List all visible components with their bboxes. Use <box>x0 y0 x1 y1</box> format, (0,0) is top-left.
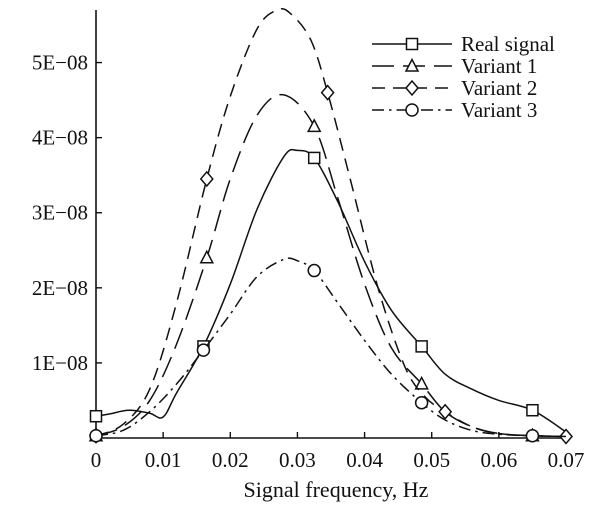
x-tick-label: 0.05 <box>413 448 450 472</box>
legend-marker-real-signal <box>405 37 419 51</box>
legend-label-variant-3: Variant 3 <box>461 98 537 122</box>
legend-label-variant-2: Variant 2 <box>461 76 537 100</box>
x-tick-label: 0.07 <box>548 448 585 472</box>
data-point-variant-2 <box>320 84 335 101</box>
data-point-variant-1 <box>414 375 429 390</box>
data-point-variant-2 <box>199 170 214 188</box>
x-tick-label: 0.03 <box>279 448 316 472</box>
legend-label-variant-1: Variant 1 <box>461 54 537 78</box>
axes: 0 0.01 0.02 0.03 0.04 0.05 0.06 0.07 1E−08 2E−08 3… <box>32 10 585 472</box>
data-point-variant-2 <box>438 403 453 420</box>
x-tick-label: 0.02 <box>212 448 249 472</box>
data-point-variant-3 <box>196 343 211 357</box>
x-tick-label: 0.04 <box>346 448 383 472</box>
data-point-variant-3 <box>525 428 540 443</box>
data-point-variant-1 <box>199 249 215 264</box>
data-point-variant-3 <box>89 428 103 443</box>
data-point-real-signal <box>415 340 428 353</box>
y-tick-label: 1E−08 <box>32 351 88 375</box>
legend-marker-variant-2 <box>405 79 419 97</box>
series-line-real-signal <box>95 148 567 433</box>
x-axis-title: Signal frequency, Hz <box>244 477 429 502</box>
series-variant-1 <box>88 93 567 442</box>
legend-marker-variant-3 <box>405 103 419 117</box>
x-tick-label: 0 <box>91 448 102 472</box>
x-tick-label: 0.06 <box>480 448 517 472</box>
data-point-variant-3 <box>414 395 429 410</box>
y-tick-label: 4E−08 <box>32 126 88 150</box>
x-tick-label: 0.01 <box>145 448 182 472</box>
series-variant-3 <box>89 257 567 443</box>
series-real-signal <box>89 148 567 433</box>
data-point-real-signal <box>307 151 321 165</box>
y-tick-label: 3E−08 <box>32 201 88 225</box>
y-tick-label: 5E−08 <box>32 51 88 75</box>
legend-label-real-signal: Real signal <box>461 32 555 56</box>
series-line-variant-2 <box>95 8 567 438</box>
data-point-real-signal <box>89 409 103 423</box>
data-point-variant-1 <box>306 118 322 133</box>
series-line-variant-1 <box>95 93 567 438</box>
data-point-real-signal <box>526 403 539 417</box>
series-group <box>88 8 573 445</box>
y-tick-label: 2E−08 <box>32 276 88 300</box>
series-line-variant-3 <box>95 257 567 438</box>
data-point-variant-3 <box>307 263 321 278</box>
legend-marker-variant-1 <box>404 57 420 72</box>
